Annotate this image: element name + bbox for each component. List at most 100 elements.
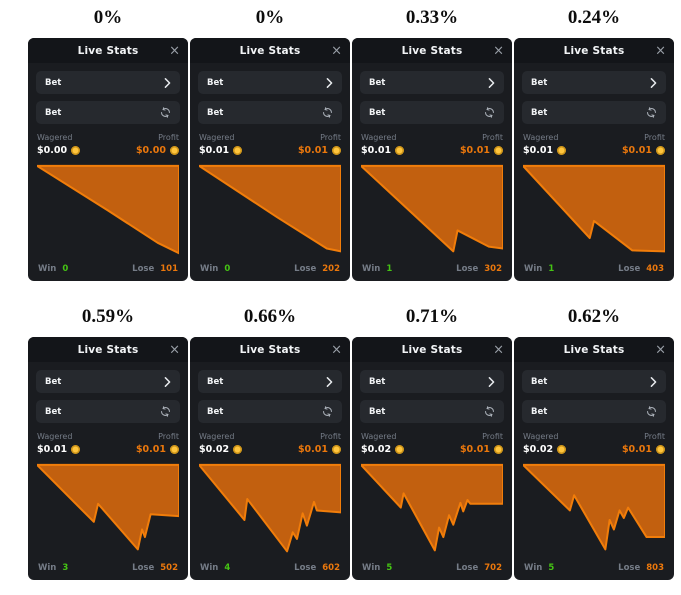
win-lose-footer: Win 5 Lose 702 <box>360 563 504 573</box>
close-icon[interactable]: × <box>169 43 180 58</box>
close-icon[interactable]: × <box>655 342 666 357</box>
lose-count: 302 <box>484 264 502 274</box>
panel-body: Bet Bet Wagered <box>514 362 674 580</box>
live-stats-panel: Live Stats × Bet Bet <box>514 38 674 281</box>
house-edge-label: 0% <box>255 7 285 28</box>
bet-stats-row: Bet <box>198 400 342 423</box>
profit-area-chart <box>361 462 503 557</box>
bet-row-label: Bet <box>531 77 548 88</box>
refresh-icon[interactable] <box>322 406 333 417</box>
bet-row-label: Bet <box>531 376 548 387</box>
profit-stat: Profit $0.01 <box>298 432 341 455</box>
lose-label: Lose <box>294 563 317 573</box>
chevron-right-icon <box>164 376 171 387</box>
lose-label: Lose <box>456 264 479 274</box>
profit-stat: Profit $0.01 <box>460 133 503 156</box>
close-icon[interactable]: × <box>169 342 180 357</box>
stats-row: Wagered $0.02 Profit $0.01 <box>198 432 342 455</box>
wagered-stat: Wagered $0.02 <box>361 432 405 455</box>
live-stats-header: Live Stats × <box>514 337 674 362</box>
coin-icon <box>233 146 243 155</box>
house-edge-label: 0.33% <box>405 7 459 28</box>
win-label: Win <box>362 264 381 274</box>
wagered-label: Wagered <box>523 133 559 142</box>
profit-label: Profit <box>644 432 665 441</box>
refresh-icon[interactable] <box>160 406 171 417</box>
live-stats-title: Live Stats <box>563 343 625 356</box>
bet-row-label: Bet <box>207 406 224 417</box>
refresh-icon[interactable] <box>322 107 333 118</box>
win-count: 1 <box>548 264 555 274</box>
win-lose-footer: Win 1 Lose 403 <box>522 264 666 274</box>
bet-selector-row[interactable]: Bet <box>360 71 504 94</box>
live-stats-panel: Live Stats × Bet Bet <box>514 337 674 580</box>
close-icon[interactable]: × <box>655 43 666 58</box>
panel-body: Bet Bet Wagered <box>190 63 350 281</box>
bet-row-label: Bet <box>45 406 62 417</box>
profit-value: $0.01 <box>297 444 328 455</box>
win-lose-footer: Win 4 Lose 602 <box>198 563 342 573</box>
bet-row-label: Bet <box>531 107 548 118</box>
close-icon[interactable]: × <box>493 43 504 58</box>
bet-row-label: Bet <box>45 77 62 88</box>
bet-stats-row: Bet <box>522 101 666 124</box>
win-count: 0 <box>62 264 69 274</box>
live-stats-title: Live Stats <box>401 343 463 356</box>
coin-icon <box>233 445 243 454</box>
chevron-right-icon <box>488 376 495 387</box>
house-edge-label: 0.62% <box>567 306 621 327</box>
live-stats-title: Live Stats <box>401 44 463 57</box>
wagered-value: $0.00 <box>37 145 68 156</box>
live-stats-panel: Live Stats × Bet Bet <box>190 337 350 580</box>
chevron-right-icon <box>326 376 333 387</box>
coin-icon <box>170 146 179 155</box>
bet-selector-row[interactable]: Bet <box>36 370 180 393</box>
close-icon[interactable]: × <box>331 342 342 357</box>
stats-column: 0% Live Stats × Bet Bet <box>190 4 350 281</box>
bet-row-label: Bet <box>207 77 224 88</box>
bet-selector-row[interactable]: Bet <box>198 71 342 94</box>
live-stats-panel: Live Stats × Bet Bet <box>352 337 512 580</box>
bet-selector-row[interactable]: Bet <box>522 370 666 393</box>
live-stats-header: Live Stats × <box>190 337 350 362</box>
lose-label: Lose <box>618 563 641 573</box>
refresh-icon[interactable] <box>646 107 657 118</box>
wagered-label: Wagered <box>37 432 73 441</box>
profit-label: Profit <box>320 133 341 142</box>
lose-count: 602 <box>322 563 340 573</box>
bet-row-label: Bet <box>369 77 386 88</box>
panel-body: Bet Bet Wagered <box>352 362 512 580</box>
refresh-icon[interactable] <box>646 406 657 417</box>
bet-stats-row: Bet <box>198 101 342 124</box>
bet-selector-row[interactable]: Bet <box>198 370 342 393</box>
bet-selector-row[interactable]: Bet <box>360 370 504 393</box>
coin-icon <box>71 146 81 155</box>
win-label: Win <box>38 563 57 573</box>
refresh-icon[interactable] <box>484 107 495 118</box>
refresh-icon[interactable] <box>484 406 495 417</box>
live-stats-header: Live Stats × <box>28 337 188 362</box>
profit-value: $0.01 <box>621 145 652 156</box>
bet-row-label: Bet <box>207 107 224 118</box>
refresh-icon[interactable] <box>160 107 171 118</box>
close-icon[interactable]: × <box>331 43 342 58</box>
wagered-label: Wagered <box>199 432 235 441</box>
lose-count: 101 <box>160 264 178 274</box>
profit-stat: Profit $0.01 <box>298 133 341 156</box>
bet-row-label: Bet <box>369 376 386 387</box>
profit-label: Profit <box>158 432 179 441</box>
bet-selector-row[interactable]: Bet <box>522 71 666 94</box>
bet-row-label: Bet <box>45 376 62 387</box>
live-stats-panel: Live Stats × Bet Bet <box>352 38 512 281</box>
bet-row-label: Bet <box>45 107 62 118</box>
profit-label: Profit <box>644 133 665 142</box>
profit-label: Profit <box>482 133 503 142</box>
bet-selector-row[interactable]: Bet <box>36 71 180 94</box>
coin-icon <box>395 146 405 155</box>
panel-body: Bet Bet Wagered <box>190 362 350 580</box>
live-stats-header: Live Stats × <box>514 38 674 63</box>
stats-column: 0.71% Live Stats × Bet Bet <box>352 303 512 580</box>
live-stats-title: Live Stats <box>563 44 625 57</box>
win-lose-footer: Win 0 Lose 202 <box>198 264 342 274</box>
close-icon[interactable]: × <box>493 342 504 357</box>
